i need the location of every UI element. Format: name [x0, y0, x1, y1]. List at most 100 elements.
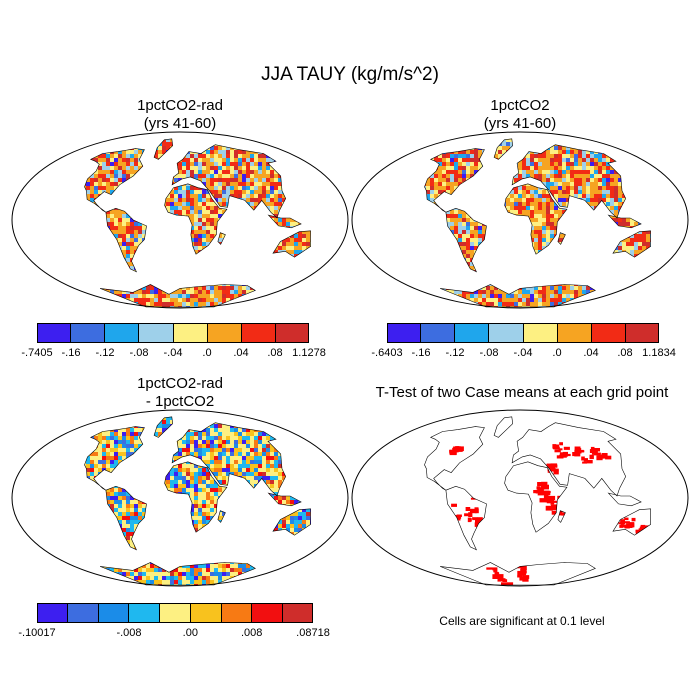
- field-cell: [38, 306, 42, 310]
- field-cell: [26, 262, 30, 266]
- field-cell: [478, 130, 482, 134]
- field-cell: [226, 154, 230, 158]
- field-cell: [130, 242, 134, 246]
- field-cell: [174, 302, 178, 306]
- field-cell: [570, 162, 574, 166]
- field-cell: [278, 134, 282, 138]
- field-cell: [294, 146, 298, 150]
- field-cell: [10, 158, 14, 162]
- field-cell: [42, 146, 46, 150]
- field-cell: [54, 142, 58, 146]
- field-cell: [10, 170, 14, 174]
- field-cell: [194, 234, 198, 238]
- field-cell: [562, 154, 566, 158]
- field-cell: [366, 146, 370, 150]
- field-cell: [682, 166, 686, 170]
- field-cell: [254, 302, 258, 306]
- field-cell: [374, 138, 378, 142]
- field-cell: [10, 194, 14, 198]
- field-cell: [218, 154, 222, 158]
- field-cell: [250, 306, 254, 307]
- field-cell: [246, 286, 250, 290]
- field-cell: [14, 282, 18, 286]
- field-cell: [110, 158, 114, 162]
- field-cell: [238, 178, 242, 182]
- field-cell: [450, 158, 454, 162]
- field-cell: [466, 166, 470, 170]
- field-cell: [238, 174, 242, 178]
- field-cell: [134, 294, 138, 298]
- field-cell: [222, 202, 226, 206]
- field-cell: [366, 170, 370, 174]
- field-cell: [10, 202, 14, 206]
- field-cell: [154, 290, 158, 294]
- field-cell: [86, 306, 90, 307]
- field-cell: [134, 154, 138, 158]
- field-cell: [50, 298, 54, 302]
- field-cell: [210, 214, 214, 218]
- field-cell: [202, 294, 206, 298]
- field-cell: [134, 130, 138, 134]
- field-cell: [122, 238, 126, 242]
- field-cell: [102, 186, 106, 190]
- field-cell: [198, 178, 202, 182]
- field-cell: [670, 166, 674, 170]
- field-cell: [498, 150, 502, 154]
- field-cell: [202, 198, 206, 202]
- field-cell: [62, 294, 66, 298]
- field-cell: [354, 178, 358, 182]
- field-cell: [334, 306, 338, 310]
- field-cell: [330, 286, 334, 290]
- field-cell: [586, 178, 590, 182]
- field-cell: [58, 290, 62, 294]
- field-cell: [314, 278, 318, 282]
- field-cell: [318, 130, 322, 134]
- field-cell: [654, 154, 658, 158]
- field-cell: [362, 134, 366, 138]
- field-cell: [158, 302, 162, 306]
- field-cell: [402, 146, 406, 150]
- field-cell: [350, 142, 354, 146]
- field-cell: [294, 298, 298, 302]
- field-cell: [334, 270, 338, 274]
- field-cell: [14, 298, 18, 302]
- field-cell: [330, 290, 334, 294]
- field-cell: [198, 214, 202, 218]
- field-cell: [194, 302, 198, 306]
- field-cell: [370, 134, 374, 138]
- field-cell: [366, 158, 370, 162]
- field-cell: [358, 166, 362, 170]
- field-cell: [210, 218, 214, 222]
- field-cell: [234, 290, 238, 294]
- field-cell: [514, 174, 518, 178]
- field-cell: [378, 146, 382, 150]
- field-cell: [258, 158, 262, 162]
- field-cell: [514, 178, 518, 182]
- field-cell: [250, 302, 254, 306]
- field-cell: [310, 150, 311, 154]
- field-cell: [122, 290, 126, 294]
- field-cell: [122, 130, 126, 134]
- field-cell: [182, 194, 186, 198]
- field-cell: [310, 306, 311, 307]
- field-cell: [638, 134, 642, 138]
- field-cell: [558, 130, 562, 134]
- field-cell: [14, 278, 18, 282]
- field-cell: [458, 166, 462, 170]
- field-cell: [614, 170, 618, 174]
- field-cell: [334, 282, 338, 286]
- field-cell: [686, 130, 690, 134]
- field-cell: [254, 158, 258, 162]
- field-cell: [326, 286, 330, 290]
- field-cell: [342, 134, 346, 138]
- field-cell: [318, 286, 322, 290]
- field-cell: [266, 186, 270, 190]
- field-cell: [262, 166, 266, 170]
- field-cell: [570, 170, 574, 174]
- field-cell: [206, 190, 210, 194]
- field-cell: [370, 162, 374, 166]
- field-cell: [422, 134, 426, 138]
- field-cell: [270, 186, 274, 190]
- field-cell: [110, 182, 114, 186]
- field-cell: [230, 130, 234, 134]
